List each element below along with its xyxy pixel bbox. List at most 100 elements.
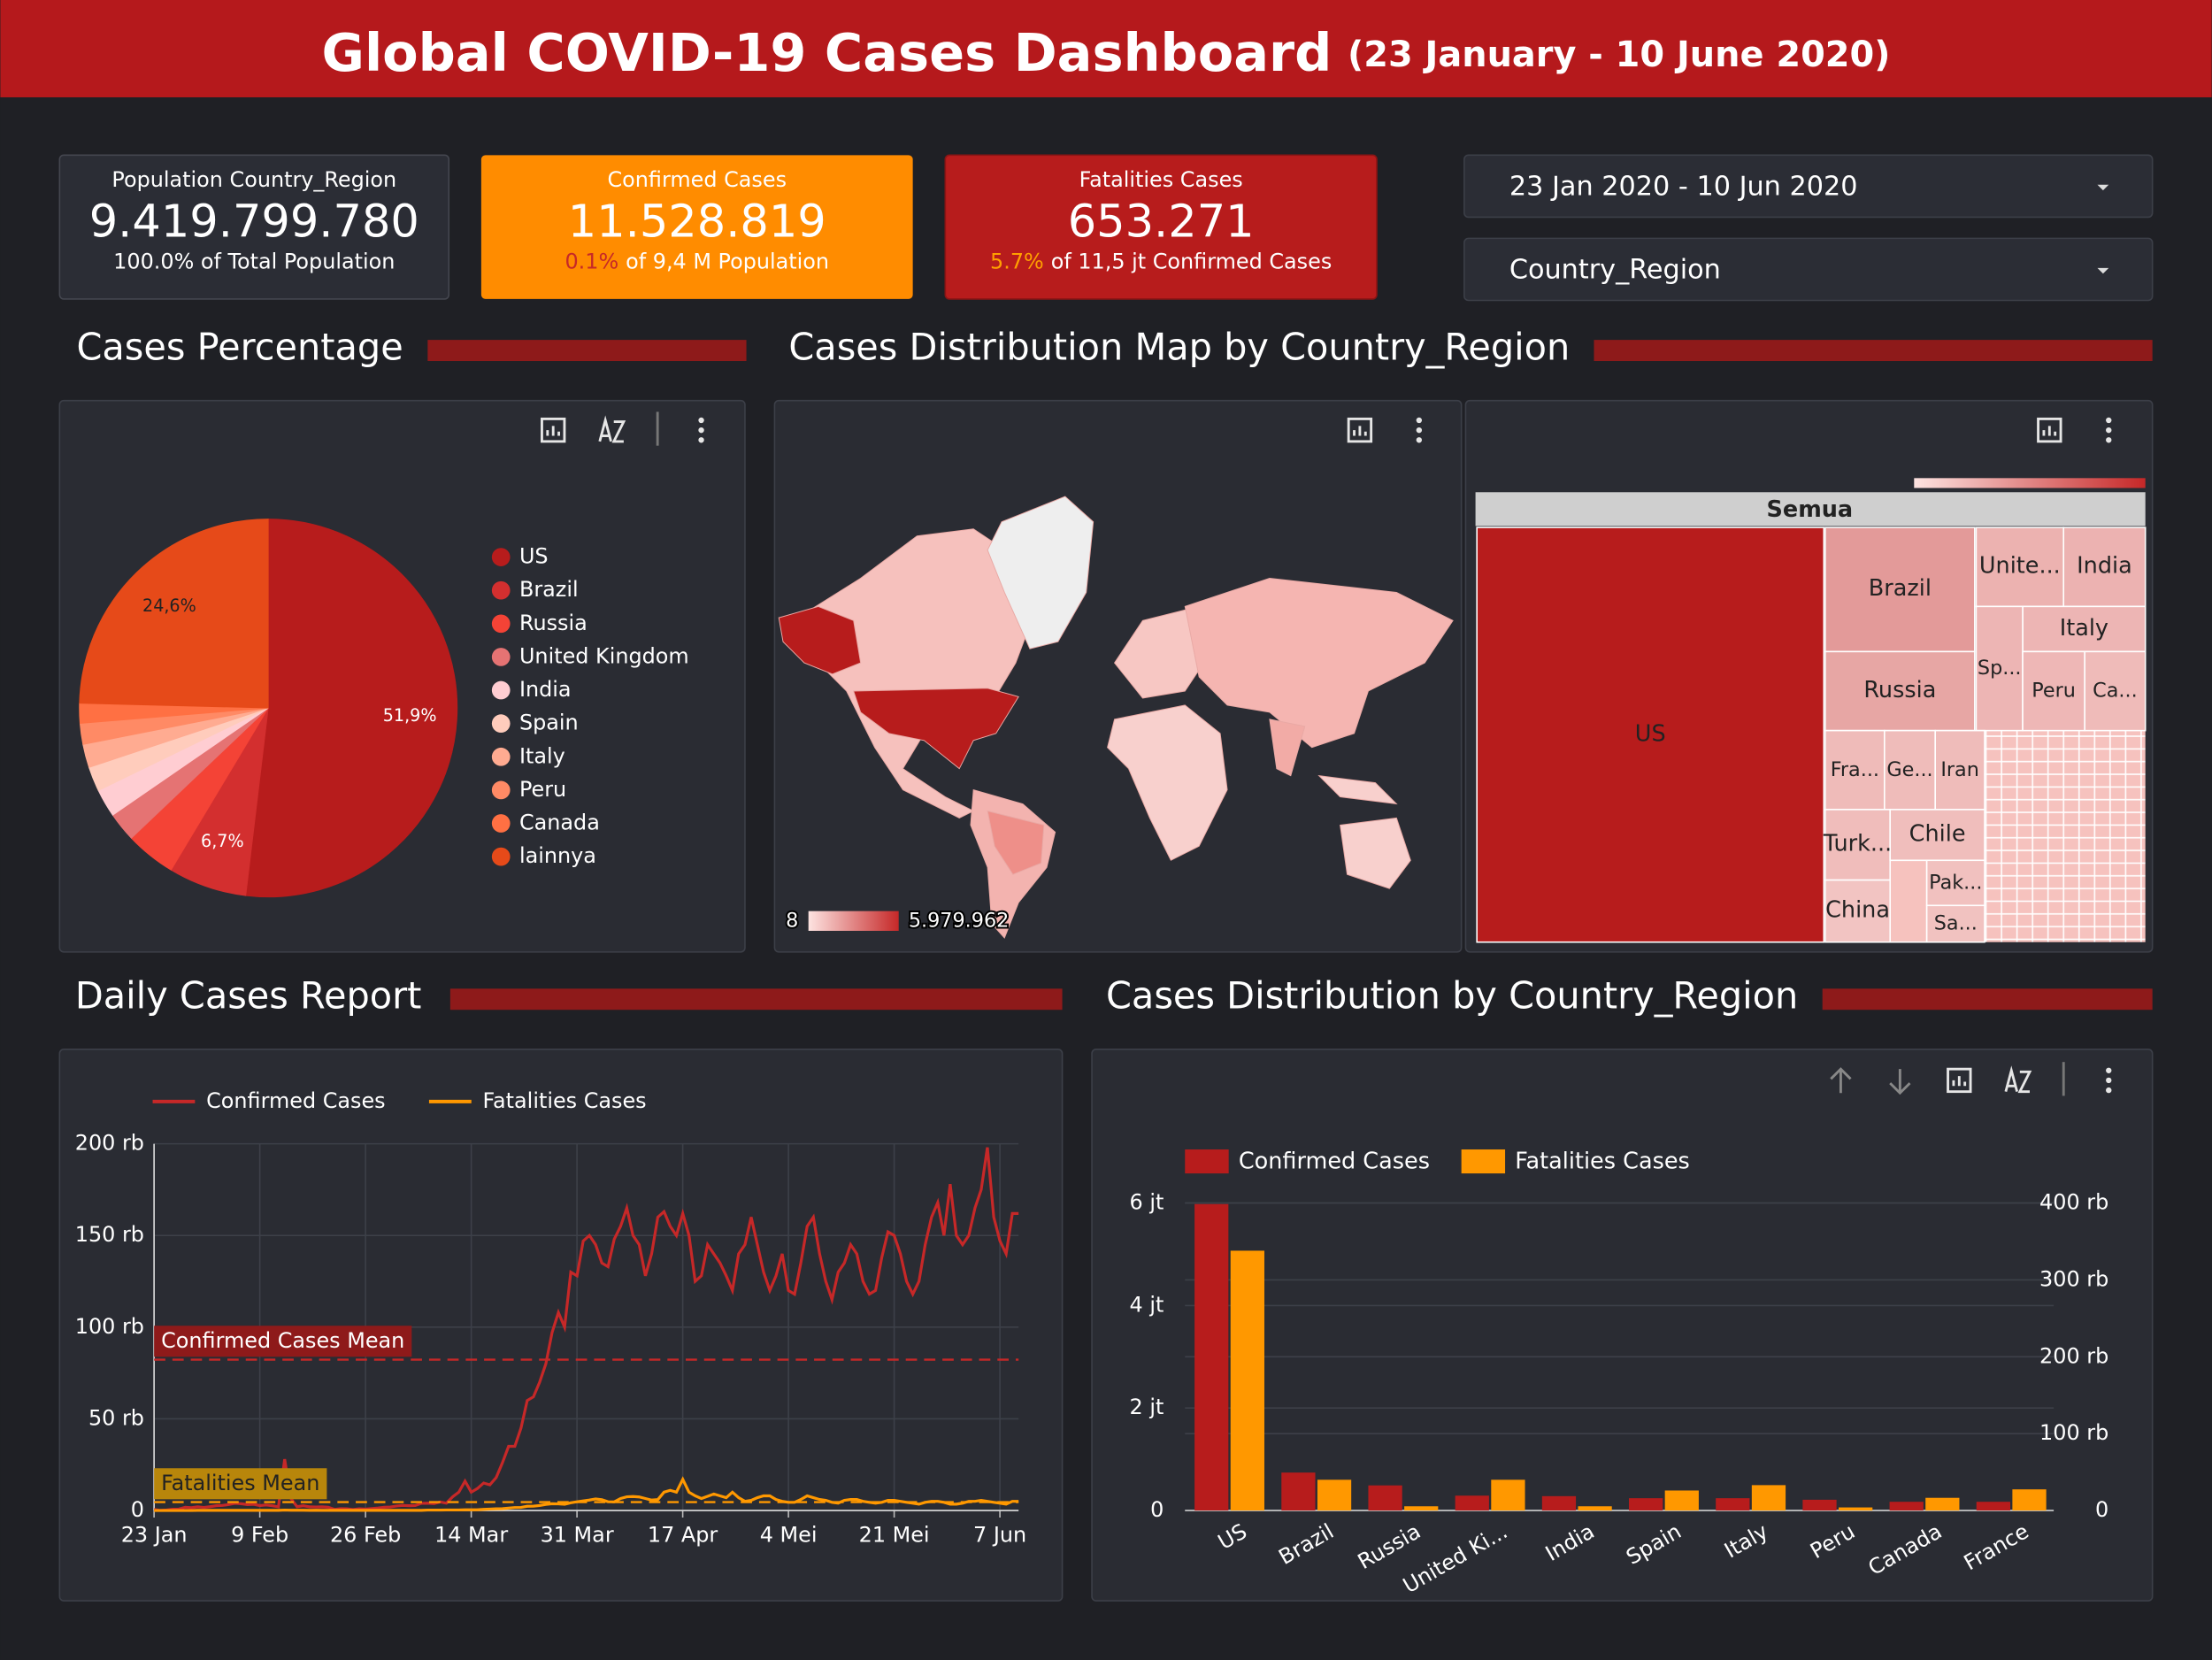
kpi-value: 9.419.799.780 <box>89 196 419 248</box>
legend-label: Russia <box>519 611 588 635</box>
treemap-label: Sa... <box>1934 911 1978 934</box>
legend-label: Italy <box>519 743 565 768</box>
bar <box>1404 1506 1439 1511</box>
header: Global COVID-19 Cases Dashboard (23 Janu… <box>322 22 1891 83</box>
bar <box>2012 1489 2047 1511</box>
x-tick-label: 23 Jan <box>121 1523 188 1548</box>
kpi-title: Population Country_Region <box>111 167 396 192</box>
pie-slice <box>79 519 269 709</box>
x-tick-label: 21 Mei <box>859 1523 930 1548</box>
world-map <box>778 496 1454 939</box>
section-bar <box>427 340 747 362</box>
kpi-note-line: 0.1% of 9,4 M Population <box>565 249 829 273</box>
mean-label-box <box>154 1326 412 1357</box>
y2-tick-label: 0 <box>2095 1497 2108 1522</box>
date-filter-text[interactable]: 23 Jan 2020 - 10 Jun 2020 <box>1509 171 1858 202</box>
legend-label: Canada <box>519 811 600 835</box>
pie-value-label: 51,9% <box>383 705 437 726</box>
series-line <box>153 1147 1019 1512</box>
treemap-label: Unite... <box>1979 553 2061 580</box>
united-states <box>853 688 1019 770</box>
kpi-title: Fatalities Cases <box>1079 167 1243 192</box>
kpi-note-line: 5.7% of 11,5 jt Confirmed Cases <box>990 249 1332 273</box>
country-filter[interactable] <box>1463 237 2154 302</box>
y2-tick-label: 300 rb <box>2039 1266 2108 1291</box>
mean-label: Fatalities Mean <box>161 1471 319 1495</box>
legend-swatch <box>491 680 511 700</box>
kpi-highlight: 0.1% <box>565 249 618 273</box>
header-bar <box>0 0 2212 97</box>
title: Global COVID-19 Cases Dashboard <box>322 22 1333 83</box>
treemap-legend-scale <box>1914 478 2146 488</box>
treemap-tile <box>1824 879 1891 943</box>
treemap-tile <box>1925 859 1985 907</box>
bar <box>1541 1495 1577 1511</box>
bar <box>1317 1479 1352 1511</box>
treemap-label: Iran <box>1940 758 1979 781</box>
bar <box>1194 1203 1229 1511</box>
sort-icon[interactable] <box>2004 1065 2032 1094</box>
chart-options-icon[interactable] <box>2037 417 2062 443</box>
legend-swatch <box>491 548 511 566</box>
dropdown-caret[interactable] <box>2097 184 2109 191</box>
bar <box>1629 1498 1663 1511</box>
greenland <box>987 496 1094 649</box>
country-filter-text[interactable]: Country_Region <box>1509 255 1721 286</box>
legend-label: Spain <box>519 711 579 735</box>
chart-options-icon[interactable] <box>541 417 566 443</box>
treemap-label: Italy <box>2060 615 2108 642</box>
legend-swatch <box>491 847 511 866</box>
y-tick-label: 0 <box>131 1497 144 1522</box>
bar <box>1578 1506 1612 1511</box>
chart-options-icon[interactable] <box>1947 1067 1972 1094</box>
legend-label: US <box>519 544 549 569</box>
treemap-label: US <box>1635 720 1666 747</box>
legend-swatch <box>491 714 511 734</box>
treemap-tile <box>1824 650 1976 732</box>
section-title: Cases Distribution Map by Country_Region <box>788 326 1570 368</box>
chart-options-icon[interactable] <box>1347 417 1373 443</box>
india <box>1269 719 1306 777</box>
treemap-label: China <box>1825 897 1890 924</box>
y-tick-label: 100 rb <box>75 1314 144 1339</box>
arrow-up-icon[interactable] <box>1830 1067 1852 1094</box>
x-tick-label: 31 Mar <box>541 1523 614 1548</box>
treemap-minor-area <box>1889 859 1928 943</box>
treemap-label: Russia <box>1863 677 1936 703</box>
treemap-tile <box>2062 526 2147 608</box>
islands <box>1317 774 1398 805</box>
treemap-header <box>1475 492 2146 526</box>
kpi-note: of 11,5 jt Confirmed Cases <box>1051 249 1333 273</box>
section-bar <box>1822 988 2153 1011</box>
legend-swatch <box>1461 1149 1506 1174</box>
pie-slice <box>245 519 458 898</box>
arrow-down-icon[interactable] <box>1889 1069 1911 1095</box>
treemap-tile <box>1824 729 1886 811</box>
y2-tick-label: 400 rb <box>2039 1190 2108 1215</box>
bar <box>1751 1485 1786 1511</box>
treemap-label: India <box>2077 553 2132 580</box>
sort-icon[interactable] <box>598 415 626 443</box>
treemap-tile <box>1824 526 1976 653</box>
kebab-icons[interactable] <box>698 417 2112 1094</box>
brazil <box>987 810 1045 875</box>
date-filter[interactable] <box>1463 154 2154 219</box>
treemap-tile <box>1975 605 2024 732</box>
treemap-label: Ge... <box>1886 758 1932 781</box>
treemap-label: Peru <box>2032 680 2076 703</box>
legend-swatch <box>491 648 511 666</box>
legend-label: India <box>519 677 572 702</box>
x-tick-label: 4 Mei <box>760 1523 818 1548</box>
mean-label: Confirmed Cases Mean <box>161 1328 404 1353</box>
section-bar <box>449 988 1063 1011</box>
line-panel <box>58 1049 1064 1602</box>
bar <box>1230 1250 1264 1511</box>
bar <box>1664 1490 1699 1511</box>
y-tick-label: 0 <box>1150 1497 1164 1522</box>
legend-swatch <box>491 747 511 766</box>
alaska <box>778 605 862 675</box>
section-title: Daily Cases Report <box>75 974 422 1017</box>
treemap-label: Sp... <box>1978 657 2022 680</box>
dropdown-caret[interactable] <box>2097 267 2109 274</box>
